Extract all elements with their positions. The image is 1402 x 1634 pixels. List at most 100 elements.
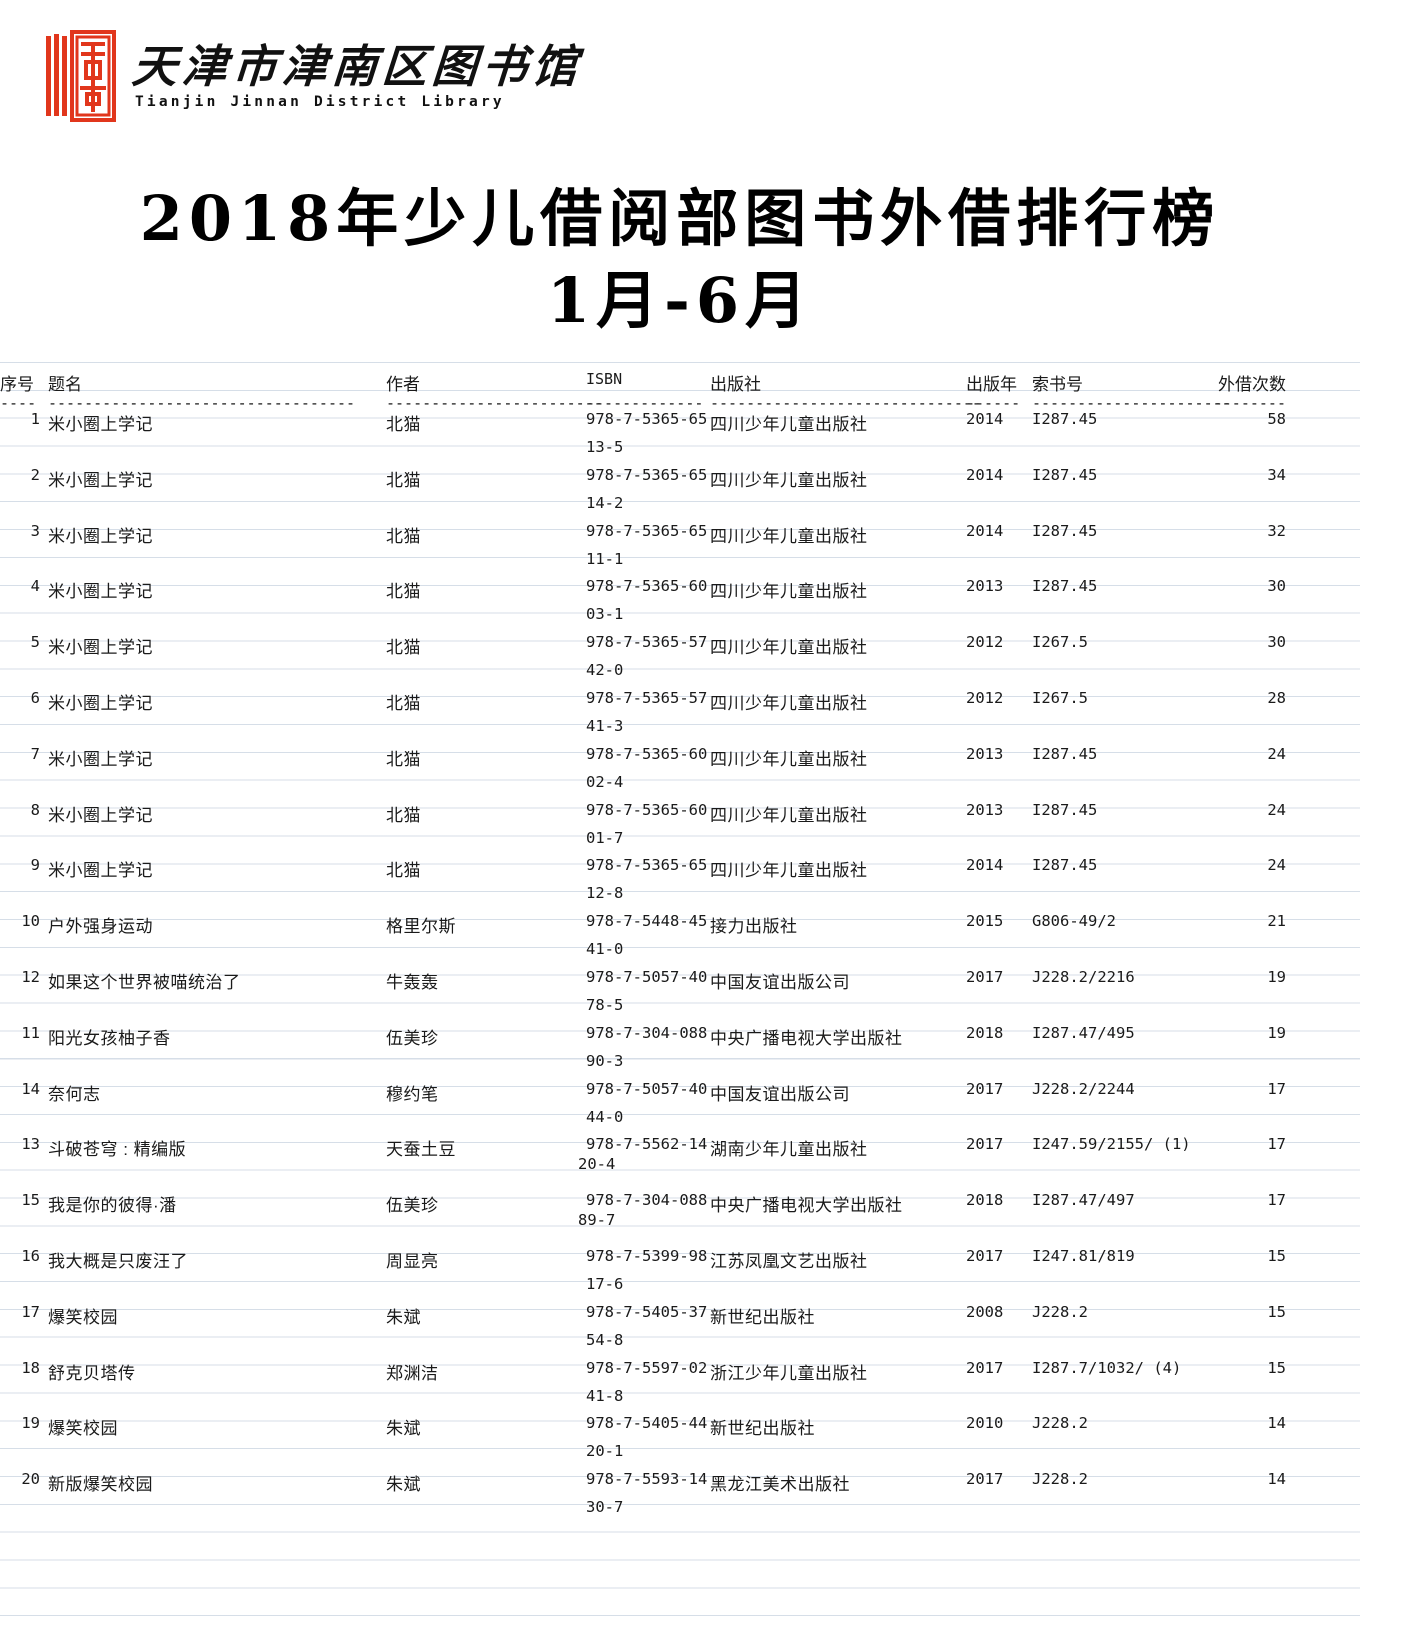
cell-year: 2013	[966, 577, 1004, 596]
cell-title: 米小圈上学记	[48, 861, 153, 881]
cell-call: J228.2	[1032, 1470, 1088, 1489]
cell-isbn-continuation: 90-3	[586, 1051, 624, 1070]
column-header-pub: 出版社	[710, 375, 761, 394]
cell-author: 朱斌	[386, 1419, 421, 1439]
cell-pub: 四川少年儿童出版社	[710, 415, 868, 434]
cell-title: 米小圈上学记	[48, 470, 153, 490]
cell-isbn: 978-7-5057-40	[586, 968, 708, 986]
cell-author: 朱斌	[386, 1475, 421, 1495]
cell-year: 2012	[966, 689, 1004, 707]
cell-call: J228.2	[1032, 1302, 1088, 1321]
cell-isbn: 978-7-5365-65	[586, 521, 708, 540]
cell-call: J228.2	[1032, 1414, 1088, 1433]
cell-call: I287.47/495	[1032, 1023, 1135, 1042]
cell-author: 郑渊洁	[386, 1363, 439, 1383]
cell-author: 周显亮	[386, 1252, 439, 1271]
cell-author: 北猫	[386, 749, 421, 769]
cell-call: I287.45	[1032, 410, 1098, 428]
cell-isbn-continuation: 41-0	[586, 940, 624, 959]
ranking-table: 序号 ---- 题名 --------------------------------…	[0, 362, 1360, 1634]
cell-isbn-continuation: 89-7	[578, 1211, 616, 1230]
cell-isbn-continuation: 42-0	[586, 661, 624, 680]
cell-isbn: 978-7-5365-57	[586, 689, 708, 707]
cell-year: 2012	[966, 633, 1004, 652]
cell-count: 24	[1267, 744, 1286, 763]
cell-seq: 10	[21, 912, 40, 931]
cell-count: 14	[1267, 1414, 1286, 1433]
cell-isbn-continuation: 30-7	[586, 1498, 624, 1517]
cell-isbn-continuation: 44-0	[586, 1107, 624, 1126]
column-rule-author: ------------------------	[386, 394, 603, 412]
cell-author: 北猫	[386, 805, 421, 825]
column-rule-title: ----------------------------------	[48, 394, 356, 412]
cell-count: 34	[1267, 465, 1286, 484]
cell-seq: 8	[30, 800, 40, 819]
cell-call: I287.45	[1032, 577, 1098, 596]
column-header-count: 外借次数	[1218, 375, 1286, 394]
cell-call: I287.45	[1032, 744, 1098, 763]
cell-title: 阳光女孩柚子香	[48, 1028, 171, 1048]
cell-seq: 18	[21, 1358, 40, 1377]
cell-seq: 6	[30, 689, 40, 707]
column-header-isbn: ISBN	[586, 370, 623, 388]
library-seal-logo	[44, 30, 116, 122]
cell-author: 穆约笔	[386, 1084, 439, 1104]
cell-seq: 5	[30, 633, 40, 652]
seal-icon	[46, 30, 116, 122]
cell-isbn-continuation: 02-4	[586, 772, 624, 791]
cell-isbn: 978-7-5057-40	[586, 1079, 708, 1098]
cell-isbn-continuation: 12-8	[586, 884, 624, 903]
page-title: 2018年少儿借阅部图书外借排行榜 1月-6月	[0, 178, 1360, 342]
column-header-seq: 序号	[0, 375, 34, 394]
cell-count: 32	[1267, 521, 1286, 540]
cell-pub: 黑龙江美术出版社	[710, 1475, 850, 1495]
cell-seq: 17	[21, 1302, 40, 1321]
column-rule-call: ----------------------	[1032, 394, 1231, 412]
cell-call: I287.45	[1032, 521, 1098, 540]
cell-seq: 20	[21, 1470, 40, 1489]
cell-pub: 四川少年儿童出版社	[710, 805, 868, 825]
cell-title: 舒克贝塔传	[48, 1363, 136, 1383]
org-name-cn: 天津市津南区图书馆	[130, 41, 584, 92]
cell-isbn: 978-7-5365-60	[586, 577, 708, 596]
cell-call: J228.2/2244	[1032, 1079, 1135, 1098]
cell-call: I287.7/1032/ (4)	[1032, 1358, 1182, 1377]
cell-title: 奈何志	[48, 1084, 101, 1104]
cell-count: 30	[1267, 577, 1286, 596]
cell-pub: 四川少年儿童出版社	[710, 526, 868, 546]
cell-isbn: 978-7-5562-14	[586, 1135, 708, 1154]
cell-seq: 7	[30, 744, 40, 763]
cell-pub: 四川少年儿童出版社	[710, 694, 868, 713]
cell-isbn-continuation: 01-7	[586, 828, 624, 847]
cell-isbn: 978-7-5365-60	[586, 800, 708, 819]
cell-isbn: 978-7-304-088	[586, 1191, 708, 1210]
cell-year: 2017	[966, 1358, 1004, 1377]
cell-title: 米小圈上学记	[48, 694, 153, 713]
cell-pub: 四川少年儿童出版社	[710, 582, 868, 602]
cell-count: 21	[1267, 912, 1286, 931]
cell-isbn: 978-7-5365-65	[586, 410, 708, 428]
cell-year: 2010	[966, 1414, 1004, 1433]
cell-pub: 中国友谊出版公司	[710, 973, 850, 992]
cell-call: I267.5	[1032, 689, 1088, 707]
cell-count: 19	[1267, 1023, 1286, 1042]
cell-title: 斗破苍穹 : 精编版	[48, 1140, 187, 1160]
cell-count: 58	[1267, 410, 1286, 428]
cell-count: 24	[1267, 800, 1286, 819]
cell-isbn: 978-7-5365-57	[586, 633, 708, 652]
cell-isbn: 978-7-304-088	[586, 1023, 708, 1042]
cell-author: 北猫	[386, 415, 421, 434]
cell-count: 19	[1267, 968, 1286, 986]
cell-author: 天蚕土豆	[386, 1140, 456, 1160]
column-rule-isbn: -------------	[586, 394, 704, 412]
cell-author: 北猫	[386, 694, 421, 713]
cell-count: 17	[1267, 1135, 1286, 1154]
table-grid: 序号 ---- 题名 --------------------------------…	[0, 362, 1360, 1634]
column-rule-seq: ----	[0, 394, 37, 412]
cell-isbn: 978-7-5597-02	[586, 1358, 708, 1377]
cell-author: 格里尔斯	[386, 917, 456, 937]
cell-isbn-continuation: 41-8	[586, 1386, 624, 1405]
cell-author: 北猫	[386, 861, 421, 881]
cell-pub: 新世纪出版社	[710, 1307, 815, 1327]
cell-call: I287.45	[1032, 800, 1098, 819]
